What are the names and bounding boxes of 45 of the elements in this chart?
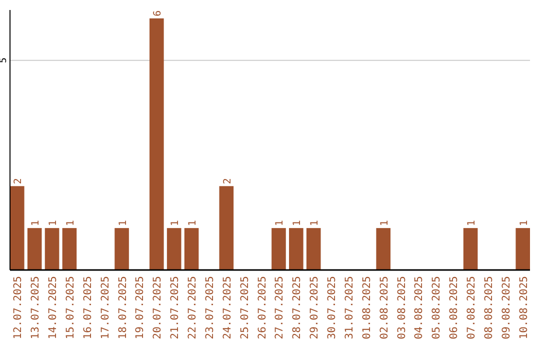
x-tick-label: 05.08.2025 [430,276,443,340]
x-tick-label: 17.07.2025 [99,276,112,340]
x-tick-label: 16.07.2025 [82,276,94,340]
data-label: 1 [30,220,42,226]
x-tick-label: 10.08.2025 [518,276,530,340]
x-tick-label: 30.07.2025 [326,276,338,340]
x-tick-label: 27.07.2025 [274,276,286,340]
data-label: 1 [170,220,182,226]
x-tick-label: 29.07.2025 [308,276,321,340]
x-tick-label: 24.07.2025 [221,276,234,340]
data-label: 1 [310,220,321,226]
data-label: 1 [48,220,60,226]
x-tick-label: 26.07.2025 [256,276,268,340]
x-tick-label: 02.08.2025 [378,276,390,340]
x-tick-label: 13.07.2025 [30,276,42,340]
x-tick-label: 09.08.2025 [500,276,512,340]
x-tick-label: 03.08.2025 [396,276,408,340]
x-tick-label: 19.07.2025 [134,276,146,340]
x-tick-label: 01.08.2025 [360,276,373,340]
data-label: 1 [292,220,304,226]
x-tick-label: 18.07.2025 [116,276,129,340]
data-label: 6 [152,10,164,16]
x-tick-label: 20.07.2025 [152,276,164,340]
x-tick-label: 15.07.2025 [64,276,76,340]
data-label: 1 [274,220,286,226]
x-tick-label: 28.07.2025 [291,276,304,340]
x-tick-label: 22.07.2025 [186,276,199,340]
data-label: 1 [65,220,76,226]
x-tick-label: 25.07.2025 [238,276,251,340]
x-tick-label: 31.07.2025 [343,276,356,340]
data-label: 2 [222,178,234,184]
x-tick-label: 06.08.2025 [448,276,460,340]
x-tick-label: 21.07.2025 [169,276,182,340]
x-tick-label: 23.07.2025 [204,276,216,340]
data-label: 1 [518,220,530,226]
data-label: 1 [379,220,390,226]
x-tick-label: 07.08.2025 [466,276,478,340]
data-label: 2 [13,178,24,184]
x-tick-label: 12.07.2025 [12,276,24,340]
data-label: 1 [188,220,199,226]
x-tick-label: 08.08.2025 [482,276,495,340]
x-tick-label: 04.08.2025 [413,276,426,340]
data-label: 1 [466,220,478,226]
x-tick-label: 14.07.2025 [47,276,60,340]
data-label: 1 [118,220,129,226]
